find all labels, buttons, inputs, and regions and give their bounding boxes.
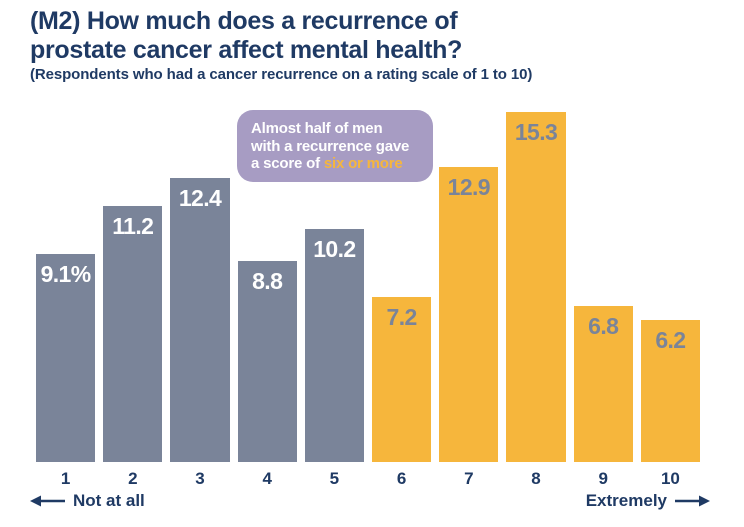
axis-label-extremely: Extremely	[586, 491, 710, 511]
x-tick-5: 5	[329, 469, 340, 488]
bar-chart: 9.1% 11.2 12.4 8.8 10.2 7.2 12.9 15.3 6.8 6.2	[36, 112, 701, 462]
bar-value-label: 15.3	[514, 119, 558, 145]
bar-value-label: 7.2	[386, 304, 418, 331]
annotation-highlight: six or more	[323, 155, 403, 172]
bar-value-label: 12.4	[178, 185, 222, 212]
x-tick-8: 8	[531, 469, 541, 488]
bar-value-label: 9.1%	[40, 260, 92, 287]
page-title-line2: prostate cancer affect mental health?	[30, 36, 463, 64]
bar-score-5: 10.2	[304, 228, 365, 462]
axis-label-right-text: Extremely	[585, 491, 667, 510]
bar-score-8: 15.3	[506, 112, 566, 462]
x-axis-tick-row: 1 2 3 4 5 6 7 8 9 10	[36, 469, 700, 489]
annotation-line3-prefix: a score of	[251, 155, 324, 172]
x-tick-4: 4	[262, 469, 272, 488]
x-tick-10: 10	[660, 469, 680, 488]
page-title-line1: (M2) How much does a recurrence of	[30, 7, 458, 35]
arrow-left-icon	[30, 495, 65, 507]
arrow-right-icon	[675, 495, 710, 507]
axis-label-not-at-all: Not at all	[30, 491, 145, 511]
x-tick-1: 1	[60, 469, 71, 488]
bar-value-label: 8.8	[252, 267, 283, 294]
x-tick-3: 3	[195, 469, 205, 488]
bar-score-4: 8.8	[237, 260, 297, 462]
bar-score-3: 12.4	[170, 178, 230, 462]
chart-subtitle: (Respondents who had a cancer recurrence…	[30, 66, 533, 83]
bar-value-label: 6.8	[588, 313, 619, 340]
bar-score-1: 9.1%	[36, 253, 96, 462]
annotation-line2: with a recurrence gave	[251, 137, 410, 155]
bar-score-2: 11.2	[103, 205, 163, 462]
axis-label-left-text: Not at all	[73, 491, 145, 510]
bar-value-label: 12.9	[447, 173, 491, 200]
annotation-line3: a score of six or more	[251, 155, 419, 173]
bar-score-10: 6.2	[640, 320, 701, 462]
bar-score-7: 12.9	[439, 166, 499, 462]
annotation-line1: Almost half of men	[251, 120, 383, 137]
annotation-callout: Almost half of men with a recurrence gav…	[237, 110, 433, 182]
axis-end-labels: Not at all Extremely	[30, 491, 710, 511]
bar-value-label: 11.2	[112, 212, 154, 239]
bar-score-9: 6.8	[573, 306, 633, 462]
x-tick-9: 9	[598, 469, 608, 488]
x-tick-2: 2	[128, 469, 138, 488]
page-title: (M2) How much does a recurrence of prost…	[30, 7, 510, 65]
bar-value-label: 6.2	[655, 327, 686, 354]
bar-value-label: 10.2	[313, 235, 356, 262]
bar-score-6: 7.2	[372, 297, 432, 462]
x-tick-7: 7	[464, 469, 474, 488]
x-tick-6: 6	[396, 469, 407, 488]
